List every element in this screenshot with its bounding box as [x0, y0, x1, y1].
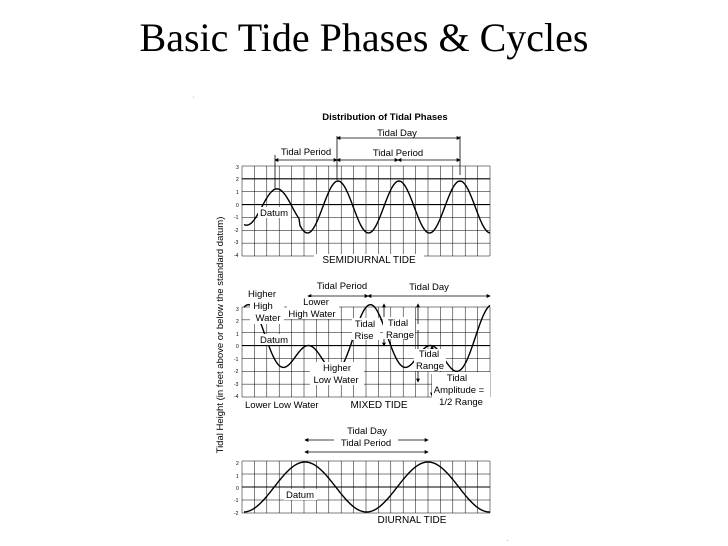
- semi-datum-label: Datum: [260, 208, 288, 219]
- semi-tick: -1: [234, 215, 239, 221]
- svg-text:Rise: Rise: [354, 331, 373, 342]
- lower-high-water-label: Lower High Water: [287, 297, 339, 320]
- mixed-ticks: 3 2 1 0 -1 -2 -3 -4: [234, 307, 239, 400]
- svg-text:1/2 Range: 1/2 Range: [439, 397, 483, 408]
- higher-low-water-label: Higher Low Water: [310, 362, 364, 386]
- mixed-tick: -1: [234, 357, 239, 363]
- semi-tick: -4: [234, 253, 239, 259]
- mixed-datum-label: Datum: [260, 335, 288, 346]
- svg-text:Water: Water: [256, 313, 281, 324]
- semi-tick: -3: [234, 240, 239, 246]
- tidal-range-label-1: Tidal Range: [383, 317, 415, 341]
- mixed-tick: 1: [236, 332, 239, 338]
- svg-text:Tidal: Tidal: [355, 319, 375, 330]
- diur-tick: 1: [236, 474, 239, 480]
- diur-tick: 2: [236, 461, 239, 467]
- stray-mark-2: .: [507, 537, 508, 543]
- semidiurnal-ticks: 3 2 1 0 -1 -2 -3 -4: [234, 165, 239, 259]
- mixed-tick: 0: [236, 344, 239, 350]
- mixed-tidal-period-label: Tidal Period: [317, 281, 367, 292]
- semidiurnal-annotations: [274, 136, 461, 190]
- svg-text:Higher: Higher: [323, 363, 351, 374]
- semi-tick: -2: [234, 228, 239, 234]
- slide-title: Basic Tide Phases & Cycles: [139, 15, 589, 60]
- mixed-tidal-day-label: Tidal Day: [409, 282, 449, 293]
- svg-text:Tidal: Tidal: [388, 318, 408, 329]
- diurnal-name: DIURNAL TIDE: [378, 515, 447, 526]
- figure-title: Distribution of Tidal Phases: [322, 112, 447, 123]
- semidiurnal-name: SEMIDIURNAL TIDE: [322, 255, 416, 266]
- stray-mark: ´: [193, 97, 195, 103]
- semi-tick: 2: [236, 177, 239, 183]
- mixed-tick: -4: [234, 394, 239, 400]
- diur-tidal-day-label: Tidal Day: [347, 426, 387, 437]
- tidal-rise-label: Tidal Rise: [352, 318, 380, 342]
- diur-tick: -2: [234, 511, 239, 517]
- diurnal-grid: [241, 460, 491, 514]
- diur-tick: 0: [236, 486, 239, 492]
- semi-tick: 1: [236, 190, 239, 196]
- svg-text:Lower: Lower: [303, 297, 329, 308]
- mixed-tick: 2: [236, 319, 239, 325]
- svg-text:Tidal: Tidal: [419, 349, 439, 360]
- y-axis-label: Tidal Height (in feet above or below the…: [215, 217, 226, 454]
- svg-text:Range: Range: [386, 330, 414, 341]
- svg-text:High: High: [253, 301, 273, 312]
- svg-text:Low Water: Low Water: [313, 375, 358, 386]
- semi-tidal-period-label-2: Tidal Period: [373, 148, 423, 159]
- semi-tick: 3: [236, 165, 239, 171]
- mixed-tick: 3: [236, 307, 239, 313]
- diurnal-ticks: 2 1 0 -1 -2: [234, 461, 239, 517]
- svg-text:High Water: High Water: [288, 309, 335, 320]
- svg-text:Tidal: Tidal: [447, 373, 467, 384]
- mixed-tick: -2: [234, 369, 239, 375]
- tidal-amplitude-label: Tidal Amplitude = 1/2 Range: [432, 372, 490, 408]
- tidal-range-label-2: Tidal Range: [414, 349, 446, 372]
- mixed-curve: [243, 303, 491, 373]
- diurnal-curve: [243, 461, 490, 513]
- semidiurnal-grid: [241, 165, 491, 257]
- svg-text:Range: Range: [416, 361, 444, 372]
- semi-tidal-period-label: Tidal Period: [281, 147, 331, 158]
- mixed-name: MIXED TIDE: [350, 400, 407, 411]
- svg-text:Higher: Higher: [248, 289, 276, 300]
- diur-datum-label: Datum: [286, 490, 314, 501]
- svg-text:Amplitude =: Amplitude =: [434, 385, 485, 396]
- semi-tick: 0: [236, 203, 239, 209]
- semidiurnal-curve: [243, 180, 491, 234]
- mixed-tick: -3: [234, 382, 239, 388]
- diur-tick: -1: [234, 498, 239, 504]
- lower-low-water-label: Lower Low Water: [245, 400, 319, 411]
- higher-high-water-label: Higher High Water: [248, 288, 284, 324]
- diur-tidal-period-label: Tidal Period: [341, 438, 391, 449]
- semi-tidal-day-label: Tidal Day: [377, 128, 417, 139]
